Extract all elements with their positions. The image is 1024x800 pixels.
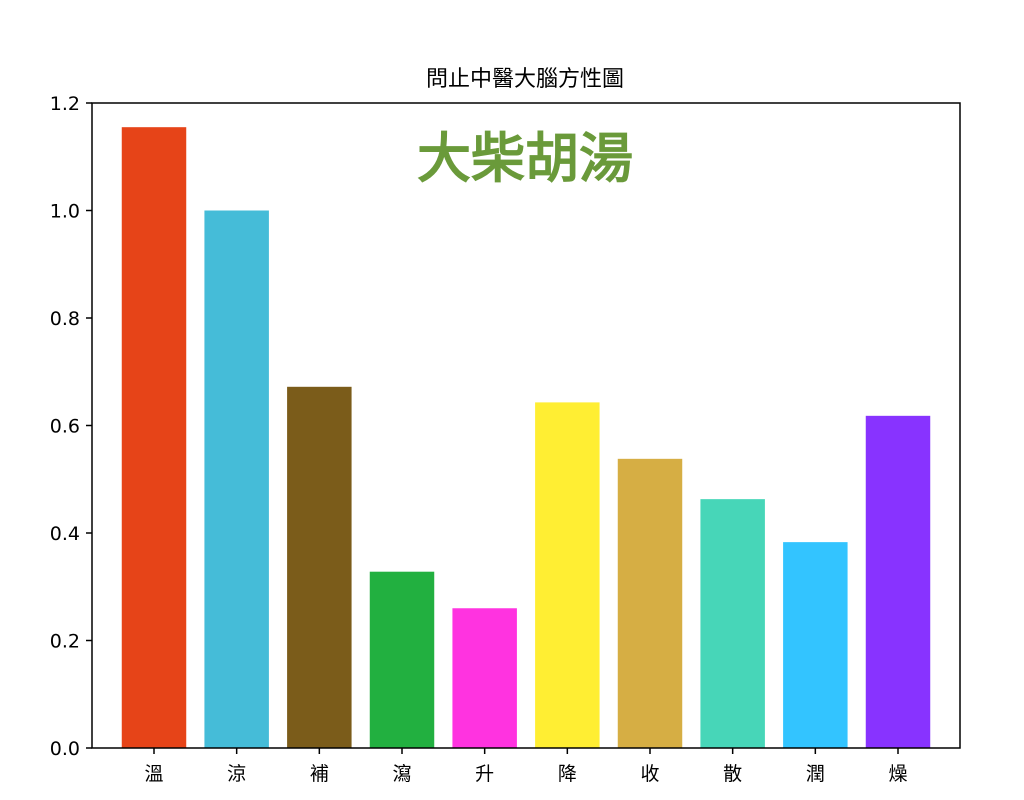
bar-6 — [617, 458, 683, 748]
chart-annotation: 大柴胡湯 — [417, 127, 633, 190]
bar-3 — [369, 571, 435, 748]
y-tick-label: 0.6 — [50, 416, 80, 438]
y-tick-label: 0.0 — [50, 738, 80, 760]
bar-0 — [121, 127, 187, 748]
x-tick-label: 降 — [558, 763, 577, 785]
x-tick-label: 涼 — [227, 763, 246, 785]
bar-group — [121, 127, 931, 748]
y-tick-label: 0.2 — [50, 631, 80, 653]
bar-7 — [700, 499, 765, 748]
chart-title: 問止中醫大腦方性圖 — [426, 67, 624, 92]
bar-2 — [287, 386, 352, 748]
x-tick-label: 收 — [640, 763, 659, 785]
bar-9 — [865, 415, 931, 748]
y-tick-label: 0.8 — [50, 308, 80, 330]
y-tick-label: 1.2 — [50, 93, 80, 115]
x-axis-ticks: 溫涼補瀉升降收散潤燥 — [144, 748, 908, 785]
x-tick-label: 溫 — [144, 763, 163, 785]
x-tick-label: 升 — [475, 763, 494, 785]
bar-8 — [783, 542, 848, 748]
y-axis-ticks: 0.0 0.2 0.4 0.6 0.8 1.0 1.2 — [50, 93, 92, 760]
y-tick-label: 0.4 — [50, 523, 80, 545]
bar-4 — [452, 608, 517, 748]
x-tick-label: 潤 — [806, 763, 825, 785]
bar-1 — [204, 210, 269, 748]
x-tick-label: 散 — [723, 763, 742, 785]
bar-5 — [535, 402, 600, 748]
x-tick-label: 燥 — [888, 763, 907, 785]
y-tick-label: 1.0 — [50, 201, 80, 223]
x-tick-label: 補 — [310, 763, 329, 785]
x-tick-label: 瀉 — [392, 763, 411, 785]
